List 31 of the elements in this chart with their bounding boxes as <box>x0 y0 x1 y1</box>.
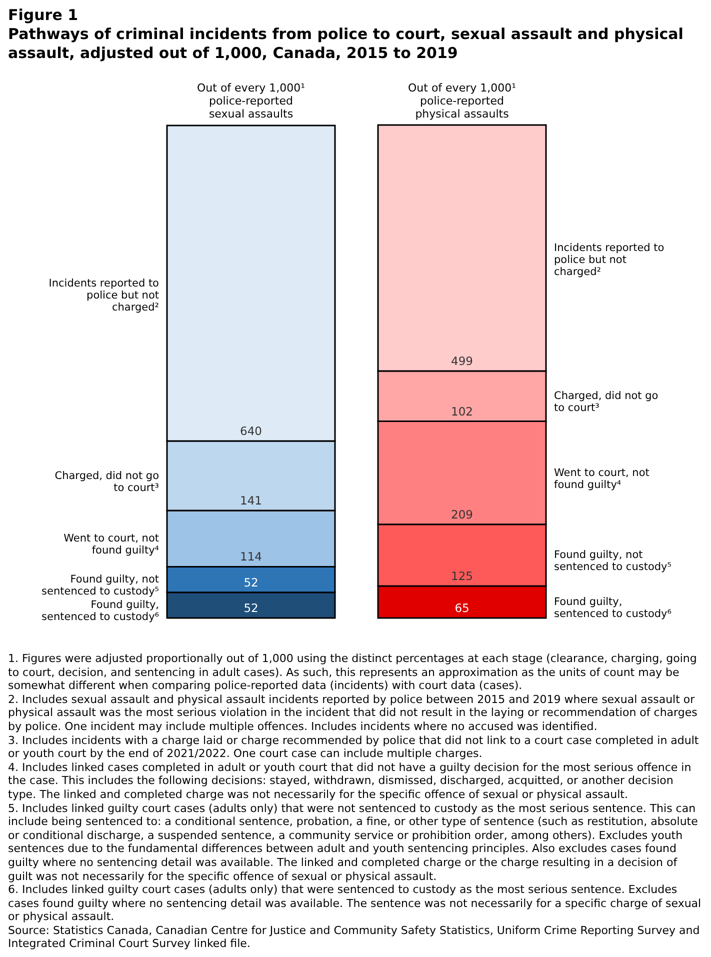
text: 2. Includes sexual assault and physical assault incidents reported by police between 2015 and 2019 where sexual assault or physical assault was the most serious violation in the incident that did not result in the laying or recommendation of charges by police. One incident may include multiple offences. Includes incidents where no accused was identified. <box>8 692 698 734</box>
series-label: Went to court, not found guilty⁴ <box>64 532 159 557</box>
series-label: Incidents reported to police but not charged² <box>48 277 159 314</box>
data-label: 499 <box>451 354 473 368</box>
text: Charged, did not go to court³ <box>554 390 658 414</box>
data-label: 52 <box>244 575 258 590</box>
data-label: 65 <box>454 601 470 615</box>
data-label: 52 <box>244 601 258 615</box>
text: 6. Includes linked guilty court cases (adults only) that were sentenced to custody as the most serious sentence. Excludes cases found guilty where no sentencing detail was available. The sentence was not necessarily for a specific charge of sexual or physical assault. <box>8 883 702 924</box>
source-note: Source: Statistics Canada, Canadian Centre for Justice and Community Safety Statistics, Uniform Crime Reporting Survey and Integrated Criminal Court Survey linked file. <box>8 924 701 952</box>
data-label: 114 <box>240 550 262 564</box>
text: 4. Includes linked cases completed in adult or youth court that did not have a guilty decision for the most serious offence in the case. This includes the following decisions: stayed, withdrawn, dismissed, discharged, acquitted, or another decision type. The linked and completed charge was not necessarily for the specific offence of sexual or physical assault. <box>8 760 692 802</box>
data-label: 640 <box>240 424 262 438</box>
series-label: Charged, did not go to court³ <box>54 470 159 494</box>
chart-title: Figure 1 <box>8 6 80 25</box>
data-label: 102 <box>451 404 473 418</box>
data-label: 141 <box>240 494 262 508</box>
x-tick-label: Out of every 1,000¹ police-reported physical assaults <box>408 82 516 120</box>
data-label: 209 <box>451 507 473 522</box>
text: 1. Figures were adjusted proportionally out of 1,000 using the distinct percentages at each stage (clearance, charging, going to court, decision, and sentencing in adult cases). As such, this represents an approximation as the units of count may be somewhat different when comparing police-reported data (incidents) with court data (cases). <box>8 652 698 693</box>
data-label: 125 <box>451 568 473 583</box>
text: 3. Includes incidents with a charge laid or charge recommended by police that did not link to a court case completed in adult or youth court by the end of 2021/2022. One court case can include multiple charges. <box>8 734 700 761</box>
text: 5. Includes linked guilty court cases (adults only) that were not sentenced to custody as the most serious sentence. This can include being sentenced to: a conditional sentence, probation, a fine, or other type of sentence (such as restitution, absolute or conditional discharge, a suspended sentence, a community service or prohibition order, among others). Excludes youth sentences due to the fundamental differences between adult and youth sentencing principles. Also excludes cases found guilty where no sentencing detail was available. The linked and completed charge or the charge resulting in a decision of guilt was not necessarily for the specific offence of sexual or physical assault. <box>8 802 699 884</box>
chart-subtitle: Pathways of criminal incidents from police to court, sexual assault and physical assault, adjusted out of 1,000, Canada, 2015 to 2019 <box>8 25 684 63</box>
x-tick-label: Out of every 1,000¹ police-reported sexual assaults <box>196 82 306 120</box>
text: Found guilty, not sentenced to custody⁵ <box>554 549 672 574</box>
series-label: Found guilty, sentenced to custody⁶ <box>42 599 159 624</box>
text: Found guilty, sentenced to custody⁶ <box>554 596 672 620</box>
series-label: Found guilty, not sentenced to custody⁵ <box>42 574 159 598</box>
text: Incidents reported to police but not charged² <box>554 242 664 278</box>
text: Went to court, not found guilty⁴ <box>554 466 650 491</box>
